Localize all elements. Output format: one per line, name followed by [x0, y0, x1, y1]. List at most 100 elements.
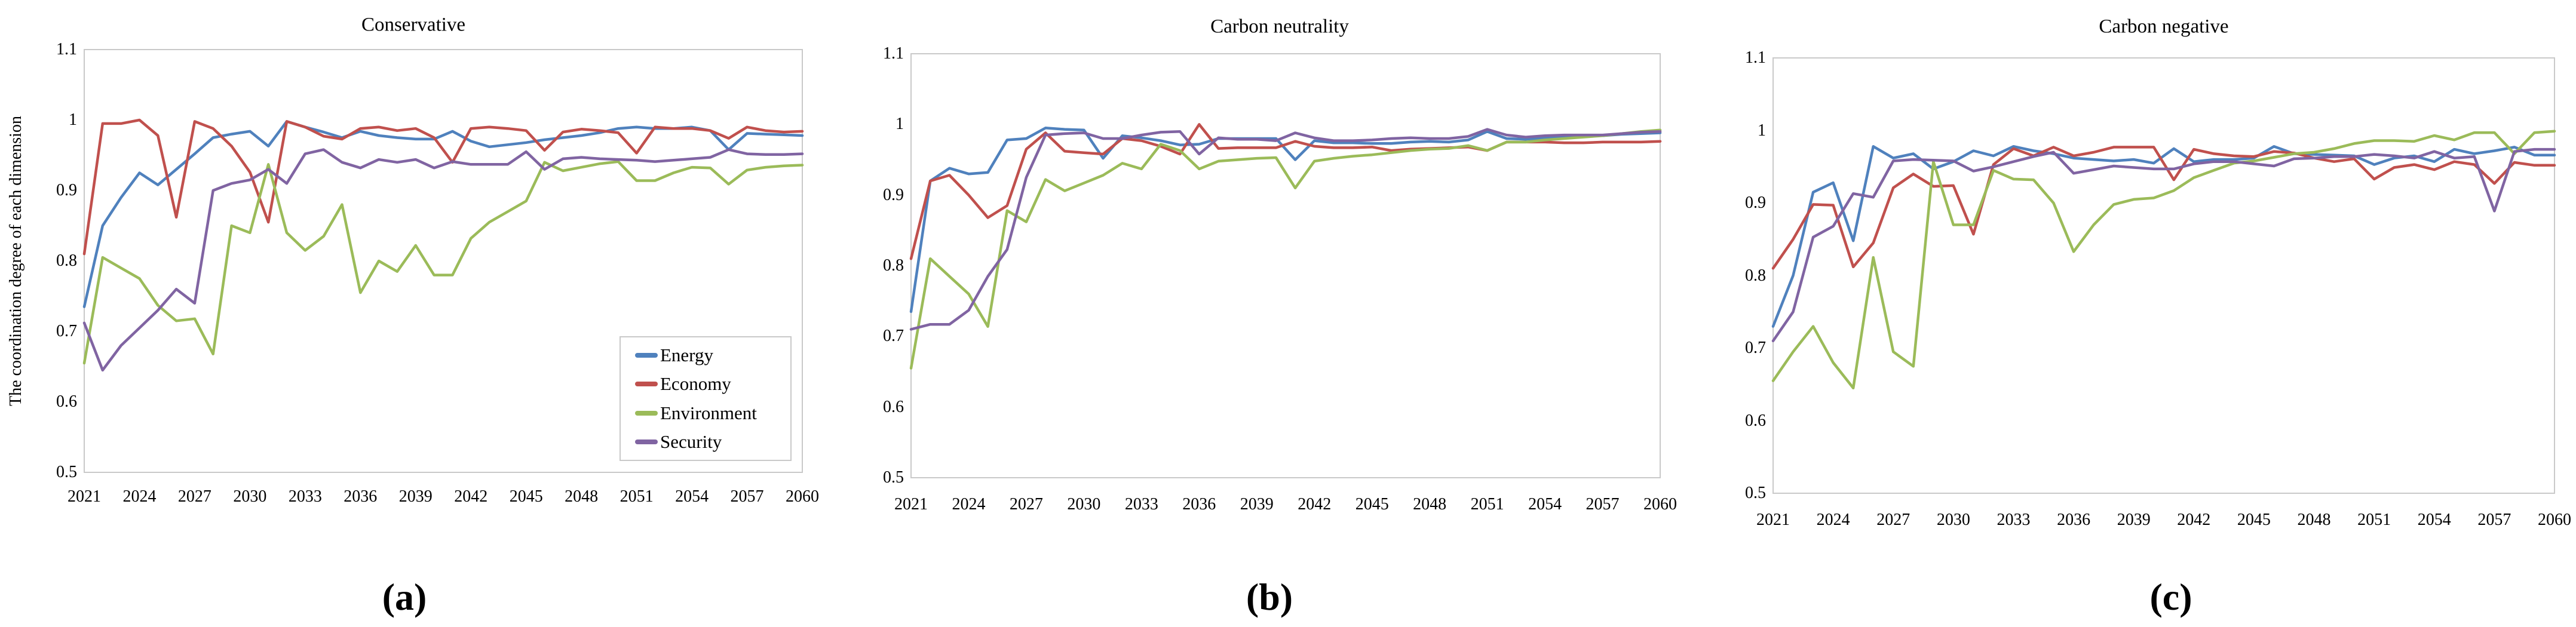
plot-border [1772, 57, 2555, 494]
x-tick-label: 2051 [1470, 495, 1504, 514]
chart-b-title: Carbon neutrality [1210, 16, 1349, 38]
x-tick-label: 2039 [1240, 495, 1274, 514]
x-tick-label: 2021 [1756, 511, 1790, 529]
y-tick-label: 1.1 [56, 40, 77, 59]
legend-item-economy: Economy [635, 374, 790, 394]
legend-item-energy: Energy [635, 345, 790, 365]
x-tick-label: 2027 [1876, 511, 1910, 529]
y-tick-label: 0.9 [883, 185, 904, 204]
chart-a [82, 49, 804, 473]
caption-b: (b) [1246, 576, 1293, 618]
series-line-economy [1771, 146, 2556, 270]
x-tick-label: 2060 [786, 487, 819, 506]
legend: Energy Economy Environment Security [620, 336, 792, 461]
x-tick-label: 2039 [398, 487, 433, 506]
chart-c-title: Carbon negative [2099, 16, 2229, 38]
x-tick-label: 2060 [1643, 495, 1677, 514]
x-tick-label: 2030 [233, 487, 267, 506]
x-tick-label: 2042 [454, 487, 488, 506]
legend-swatch-environment-icon [635, 410, 658, 416]
x-tick-label: 2057 [2477, 511, 2511, 529]
x-tick-label: 2054 [1528, 495, 1562, 514]
legend-item-security: Security [635, 431, 790, 452]
y-tick-label: 0.8 [56, 251, 77, 270]
y-tick-label: 0.7 [1745, 339, 1766, 357]
y-tick-label: 0.8 [1745, 266, 1766, 285]
x-tick-label: 2051 [620, 487, 654, 506]
y-tick-label: 0.6 [1745, 411, 1766, 430]
legend-item-label: Environment [660, 402, 757, 423]
x-tick-label: 2057 [1586, 495, 1620, 514]
x-tick-label: 2027 [177, 487, 211, 506]
x-tick-label: 2039 [2117, 511, 2151, 529]
y-tick-label: 0.7 [883, 327, 904, 346]
series-line-environment [1771, 130, 2556, 390]
x-tick-label: 2021 [68, 487, 101, 506]
y-tick-label: 0.6 [56, 392, 77, 411]
series-line-economy [82, 118, 804, 256]
x-tick-label: 2033 [1997, 511, 2031, 529]
y-tick-label: 0.9 [1745, 193, 1766, 212]
y-tick-label: 1 [69, 110, 77, 129]
series-line-security [82, 148, 804, 372]
x-tick-label: 2045 [509, 487, 543, 506]
x-tick-label: 2024 [952, 495, 986, 514]
x-tick-label: 2045 [1355, 495, 1389, 514]
legend-swatch-economy-icon [635, 382, 658, 387]
x-tick-label: 2042 [1298, 495, 1332, 514]
y-tick-label: 0.5 [56, 463, 77, 481]
series-line-security [909, 128, 1662, 331]
x-tick-label: 2036 [1182, 495, 1216, 514]
x-tick-label: 2030 [1067, 495, 1101, 514]
chart-c [1771, 57, 2556, 494]
series-line-environment [909, 128, 1662, 370]
x-tick-label: 2057 [730, 487, 764, 506]
x-tick-label: 2036 [2057, 511, 2091, 529]
y-tick-label: 1 [896, 115, 904, 134]
legend-swatch-security-icon [635, 439, 658, 444]
x-tick-label: 2030 [1936, 511, 1970, 529]
plot-border [84, 49, 803, 473]
x-tick-label: 2036 [344, 487, 378, 506]
x-tick-label: 2048 [1413, 495, 1447, 514]
legend-item-environment: Environment [635, 402, 790, 423]
series-line-security [1771, 147, 2556, 343]
y-tick-label: 1.1 [1745, 48, 1766, 67]
x-tick-label: 2021 [894, 495, 928, 514]
plot-border [910, 53, 1661, 478]
caption-c: (c) [2149, 576, 2192, 618]
x-tick-label: 2033 [288, 487, 322, 506]
y-tick-label: 1 [1758, 121, 1766, 140]
x-tick-label: 2024 [1816, 511, 1850, 529]
x-tick-label: 2048 [565, 487, 599, 506]
y-tick-label: 0.8 [883, 256, 904, 275]
series-line-energy [1771, 145, 2556, 328]
y-tick-label: 0.9 [56, 181, 77, 199]
series-line-energy [909, 127, 1662, 314]
chart-a-title: Conservative [361, 14, 466, 36]
x-tick-label: 2042 [2177, 511, 2211, 529]
x-tick-label: 2033 [1124, 495, 1158, 514]
x-tick-label: 2051 [2357, 511, 2391, 529]
chart-b [909, 53, 1662, 478]
legend-item-label: Economy [660, 373, 731, 395]
y-tick-label: 0.7 [56, 322, 77, 340]
x-tick-label: 2054 [675, 487, 709, 506]
legend-swatch-energy-icon [635, 353, 658, 358]
legend-item-label: Energy [660, 345, 713, 366]
y-tick-label: 0.5 [1745, 484, 1766, 502]
legend-item-label: Security [660, 431, 722, 452]
x-tick-label: 2060 [2538, 511, 2571, 529]
x-tick-label: 2045 [2237, 511, 2271, 529]
series-line-environment [82, 160, 804, 365]
y-tick-label: 0.6 [883, 397, 904, 416]
y-tick-label: 0.5 [883, 468, 904, 487]
x-tick-label: 2024 [122, 487, 157, 506]
x-tick-label: 2054 [2417, 511, 2451, 529]
x-tick-label: 2027 [1009, 495, 1043, 514]
x-tick-label: 2048 [2297, 511, 2331, 529]
caption-a: (a) [382, 576, 427, 618]
y-tick-label: 1.1 [883, 44, 904, 63]
